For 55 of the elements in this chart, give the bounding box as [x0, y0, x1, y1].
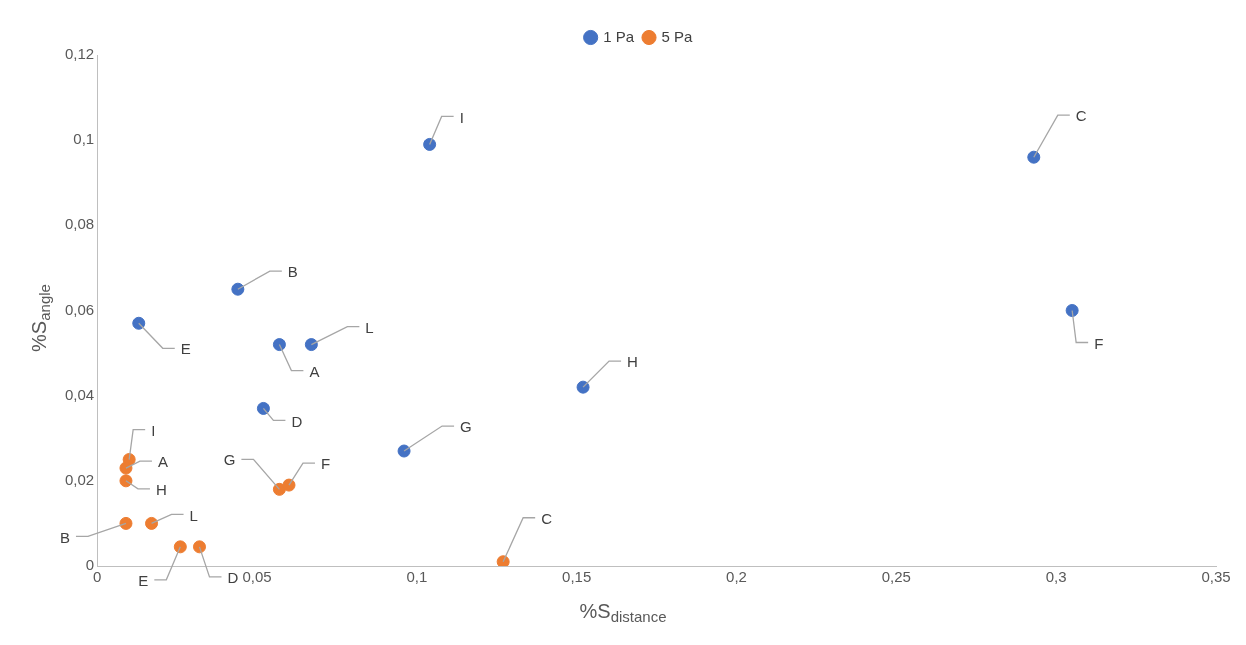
- point: [496, 555, 510, 566]
- annotation: H: [627, 353, 638, 371]
- point: [231, 282, 245, 296]
- annotation: B: [287, 263, 298, 281]
- point: [304, 338, 318, 352]
- x-tick-label: 0,35: [1201, 568, 1231, 586]
- annotation: D: [227, 568, 239, 586]
- annotation: F: [320, 455, 331, 473]
- annotation: D: [291, 412, 303, 430]
- y-tick-label: 0,08: [64, 215, 95, 233]
- legend-label: 5 Pa: [661, 27, 694, 45]
- point: [119, 516, 133, 530]
- y-tick-label: 0,1: [73, 130, 95, 148]
- point: [1027, 150, 1041, 164]
- point: [397, 444, 411, 458]
- point: [192, 540, 206, 554]
- x-tick-label: 0,1: [406, 568, 428, 586]
- x-tick-label: 0,05: [242, 568, 272, 586]
- y-tick-label: 0,02: [64, 470, 95, 488]
- point: [272, 338, 286, 352]
- y-tick-label: 0,04: [64, 385, 95, 403]
- point: [119, 474, 133, 488]
- x-tick-label: 0,2: [726, 568, 747, 586]
- annotation: G: [223, 451, 236, 469]
- annotation: I: [459, 108, 464, 126]
- annotation: G: [460, 418, 472, 436]
- legend-label: 1 Pa: [603, 27, 635, 45]
- x-tick-label: 0,3: [1045, 568, 1067, 586]
- annotation: B: [59, 528, 70, 546]
- annotation: L: [189, 506, 198, 524]
- annotation: A: [157, 453, 168, 471]
- x-axis-title: %S$_{distance}$: [578, 600, 668, 625]
- point: [576, 380, 590, 394]
- annotation: A: [309, 362, 320, 380]
- y-tick-label: 0,06: [64, 300, 95, 318]
- point: [1065, 304, 1079, 317]
- annotation: C: [1075, 107, 1087, 125]
- point: [423, 137, 437, 151]
- annotation: L: [365, 318, 374, 336]
- x-tick-label: 0,25: [881, 568, 911, 586]
- point: [119, 461, 133, 475]
- point: [145, 516, 159, 530]
- point: [256, 401, 270, 415]
- annotation: C: [541, 509, 553, 527]
- y-tick-label: 0,12: [64, 45, 95, 63]
- annotation: E: [138, 571, 149, 589]
- point: [173, 540, 187, 554]
- point: [282, 478, 296, 492]
- y-tick-label: 0: [85, 556, 95, 574]
- x-tick-label: 0,15: [562, 568, 592, 586]
- annotation: E: [180, 340, 191, 358]
- point: [132, 316, 146, 330]
- annotation: F: [1094, 334, 1104, 352]
- annotation: I: [151, 421, 156, 439]
- annotation: H: [155, 480, 167, 498]
